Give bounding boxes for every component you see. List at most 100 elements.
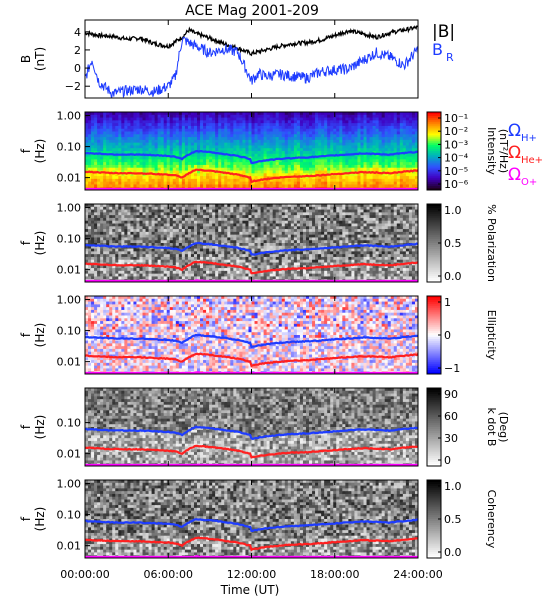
spectrogram-cell	[272, 151, 277, 155]
spectrogram-cell	[169, 151, 174, 155]
spectrogram-cell	[408, 178, 413, 183]
spectrogram-cell	[227, 139, 231, 144]
spectrogram-cell	[136, 148, 140, 152]
spectrogram-cell	[357, 139, 361, 144]
spectrogram-cell	[100, 164, 104, 169]
spectrogram-cell	[97, 114, 101, 119]
spectrogram-cell	[239, 137, 243, 141]
spectrogram-cell	[414, 117, 419, 121]
spectrogram-cell	[230, 162, 234, 166]
spectrogram-cell	[384, 181, 389, 185]
spectrogram-cell	[239, 162, 243, 166]
spectrogram-cell	[405, 128, 410, 132]
spectrogram-cell	[315, 120, 319, 124]
spectrogram-cell	[227, 142, 231, 146]
spectrogram-cell	[408, 167, 413, 171]
spectrogram-cell	[324, 181, 328, 185]
spectrogram-cell	[160, 178, 165, 183]
spectrogram-cell	[245, 178, 249, 183]
spectrogram-cell	[309, 151, 313, 155]
spectrogram-cell	[103, 112, 107, 116]
spectrogram-cell	[260, 139, 265, 144]
spectrogram-cell	[402, 117, 407, 121]
spectrogram-cell	[133, 128, 137, 132]
spectrogram-cell	[399, 139, 404, 144]
spectrogram-cell	[115, 151, 119, 155]
spectrogram-cell	[381, 167, 386, 171]
spectrogram-cell	[287, 164, 292, 169]
spectrogram-cell	[369, 173, 374, 177]
spectrogram-cell	[233, 159, 237, 163]
spectrogram-cell	[230, 131, 234, 135]
spectrogram-cell	[284, 128, 289, 132]
spectrogram-cell	[375, 123, 380, 127]
spectrogram-cell	[109, 125, 113, 130]
spectrogram-cell	[221, 162, 225, 166]
spectrogram-cell	[172, 178, 177, 183]
spectrogram-cell	[399, 137, 404, 141]
spectrogram-cell	[148, 131, 153, 135]
spectrogram-cell	[181, 139, 186, 144]
spectrogram-cell	[148, 128, 153, 132]
spectrogram-cell	[315, 125, 319, 130]
spectrogram-cell	[266, 117, 271, 121]
spectrogram-cell	[97, 156, 101, 160]
spectrogram-cell	[363, 128, 368, 132]
spectrogram-cell	[187, 184, 192, 188]
spectrogram-cell	[100, 117, 104, 121]
spectrogram-cell	[212, 156, 216, 160]
spectrogram-cell	[305, 153, 310, 158]
spectrogram-cell	[411, 125, 416, 130]
spectrogram-cell	[411, 117, 416, 121]
spectrogram-cell	[221, 164, 225, 169]
spectrogram-cell	[91, 248, 95, 252]
spectrogram-cell	[184, 176, 189, 180]
spectrogram-cell	[163, 181, 168, 185]
spectrogram-cell	[360, 162, 365, 166]
spectrogram-cell	[91, 112, 95, 116]
spectrogram-cell	[218, 117, 222, 121]
spectrogram-cell	[363, 137, 368, 141]
spectrogram-cell	[342, 170, 346, 174]
spectrogram-cell	[293, 117, 298, 121]
spectrogram-cell	[88, 265, 92, 269]
spectrogram-cell	[263, 167, 268, 171]
spectrogram-cell	[266, 137, 271, 141]
spectrogram-cell	[172, 114, 177, 119]
spectrogram-cell	[245, 112, 249, 116]
spectrogram-cell	[254, 153, 259, 158]
spectrogram-cell	[281, 153, 286, 158]
spectrogram-cell	[103, 114, 107, 119]
spectrogram-cell	[318, 123, 322, 127]
spectrogram-cell	[296, 151, 301, 155]
spectrogram-cell	[363, 178, 368, 183]
spectrogram-cell	[278, 137, 283, 141]
spectrogram-cell	[396, 114, 401, 119]
spectrogram-cell	[278, 112, 283, 116]
spectrogram-cell	[390, 142, 395, 146]
spectrogram-cell	[309, 128, 313, 132]
spectrogram-cell	[272, 131, 277, 135]
spectrogram-cell	[124, 112, 128, 116]
spectrogram-cell	[91, 206, 95, 211]
spectrogram-cell	[193, 164, 198, 169]
spectrogram-cell	[97, 162, 101, 166]
colorbar-segment	[427, 123, 441, 127]
spectrogram-cell	[408, 142, 413, 146]
spectrogram-cell	[269, 162, 274, 166]
spectrogram-cell	[342, 173, 346, 177]
spectrogram-cell	[139, 114, 144, 119]
spectrogram-cell	[360, 156, 365, 160]
spectrogram-cell	[206, 123, 210, 127]
spectrogram-cell	[139, 142, 144, 146]
spectrogram-cell	[154, 120, 159, 124]
spectrogram-image	[85, 112, 419, 191]
spectrogram-cell	[127, 184, 131, 188]
spectrogram-cell	[203, 117, 207, 121]
spectrogram-cell	[393, 120, 398, 124]
spectrogram-cell	[136, 112, 140, 116]
spectrogram-cell	[396, 123, 401, 127]
spectrogram-cell	[333, 156, 337, 160]
spectrogram-cell	[193, 131, 198, 135]
spectrogram-cell	[233, 120, 237, 124]
